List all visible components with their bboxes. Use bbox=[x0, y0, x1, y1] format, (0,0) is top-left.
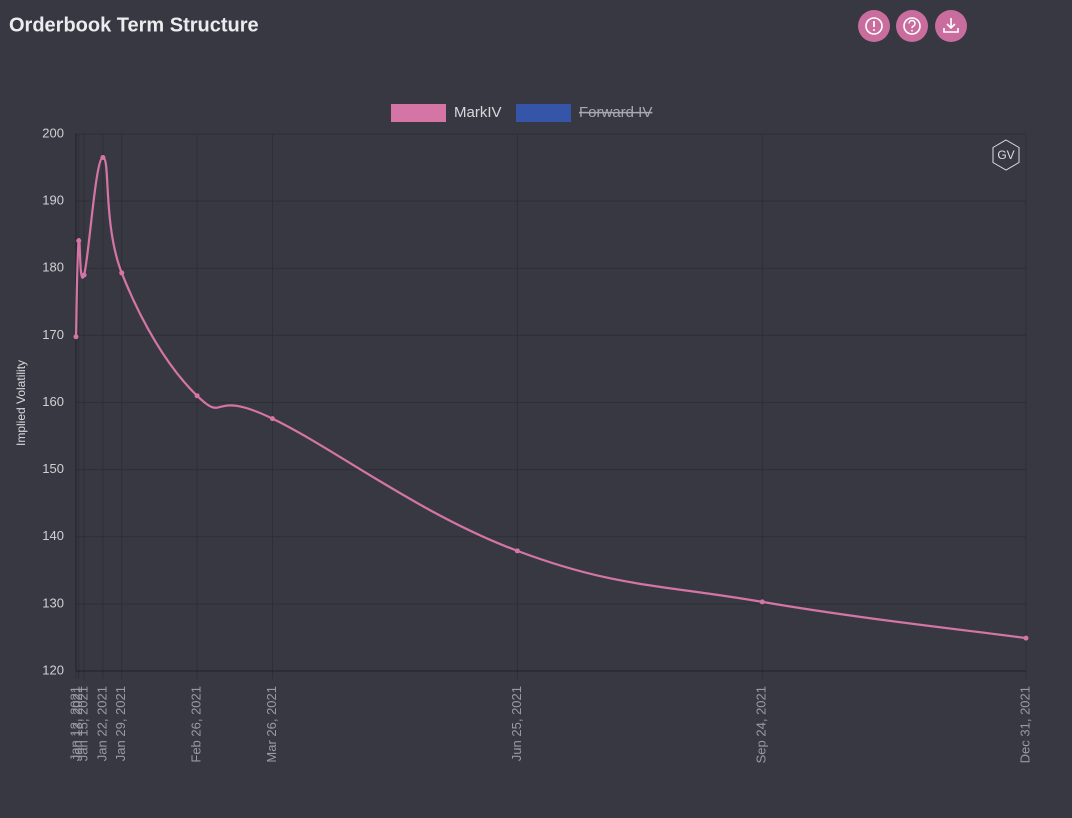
x-tick-label: Dec 31, 2021 bbox=[1017, 686, 1032, 763]
y-tick-label: 200 bbox=[42, 125, 64, 140]
x-tick-label: Jan 12, 2021 bbox=[67, 686, 82, 761]
legend-label: MarkIV bbox=[454, 104, 502, 121]
x-tick-label: Jan 29, 2021 bbox=[113, 686, 128, 761]
data-point bbox=[81, 272, 87, 278]
y-tick-label: 140 bbox=[42, 528, 64, 543]
data-point bbox=[269, 416, 275, 422]
help-button[interactable] bbox=[896, 10, 928, 42]
x-tick-label: Jan 22, 2021 bbox=[94, 686, 109, 761]
info-button[interactable] bbox=[858, 10, 890, 42]
watermark-icon bbox=[992, 139, 1020, 171]
y-tick-label: 130 bbox=[42, 595, 64, 610]
y-tick-label: 170 bbox=[42, 327, 64, 342]
y-tick-label: 180 bbox=[42, 260, 64, 275]
x-tick-label: Jan 15, 2021 bbox=[76, 686, 91, 761]
page-title: Orderbook Term Structure bbox=[9, 14, 259, 36]
y-tick-label: 120 bbox=[42, 662, 64, 677]
data-point bbox=[100, 154, 106, 160]
data-point bbox=[759, 599, 765, 605]
x-tick-label: Jun 25, 2021 bbox=[509, 686, 524, 761]
watermark: GV bbox=[997, 148, 1014, 162]
legend-label: Forward IV bbox=[579, 104, 652, 121]
x-tick-label: Feb 26, 2021 bbox=[189, 686, 204, 763]
y-tick-label: 160 bbox=[42, 394, 64, 409]
legend-swatch bbox=[516, 104, 571, 122]
x-tick-label: Mar 26, 2021 bbox=[264, 686, 279, 763]
data-point bbox=[194, 393, 200, 399]
y-axis-label: Implied Volatility bbox=[14, 360, 28, 446]
download-button[interactable] bbox=[935, 10, 967, 42]
legend-swatch bbox=[391, 104, 446, 122]
x-tick-label: Sep 24, 2021 bbox=[754, 686, 769, 763]
data-point bbox=[119, 270, 125, 276]
data-point bbox=[514, 548, 520, 554]
data-point bbox=[73, 334, 79, 340]
y-tick-label: 190 bbox=[42, 193, 64, 208]
data-point bbox=[1023, 635, 1029, 641]
x-tick-label: Jan 13, 2021 bbox=[70, 686, 85, 761]
data-point bbox=[76, 238, 82, 244]
y-tick-label: 150 bbox=[42, 461, 64, 476]
